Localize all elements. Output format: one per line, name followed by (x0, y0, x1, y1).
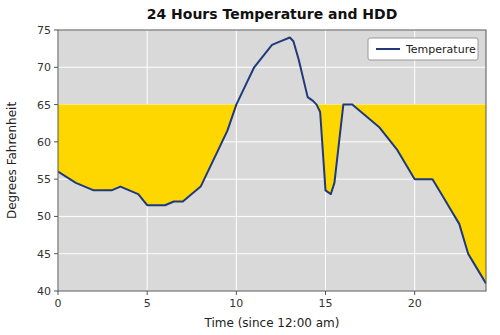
y-tick (54, 104, 58, 105)
y-tick (54, 216, 58, 217)
x-tick (147, 291, 148, 295)
x-tick-label: 0 (55, 297, 62, 310)
grid (58, 30, 486, 291)
plot-frame (58, 30, 486, 291)
x-tick (325, 291, 326, 295)
legend-label: Temperature (405, 43, 476, 56)
y-tick-label: 45 (37, 248, 51, 261)
y-tick-label: 55 (37, 173, 51, 186)
chart: 0 5 10 15 20 40 45 50 55 60 65 70 75 Time (since 12:0… (0, 0, 500, 335)
x-tick-label: 5 (144, 297, 151, 310)
plot-background (58, 30, 486, 291)
y-tick-label: 70 (37, 61, 51, 74)
y-tick-label: 65 (37, 99, 51, 112)
x-tick (414, 291, 415, 295)
x-tick-label: 15 (319, 297, 333, 310)
legend-box (368, 38, 478, 60)
y-axis-label: Degrees Fahrenheit (5, 102, 19, 219)
grid-line-x (236, 30, 237, 291)
y-tick (54, 179, 58, 180)
x-axis-label: Time (since 12:00 am) (204, 316, 340, 330)
temperature-line (58, 37, 486, 283)
x-tick-label: 20 (408, 297, 422, 310)
y-tick-label: 50 (37, 210, 51, 223)
y-tick (54, 67, 58, 68)
x-tick (236, 291, 237, 295)
y-tick (54, 30, 58, 31)
y-tick-label: 60 (37, 136, 51, 149)
y-tick (54, 253, 58, 254)
grid-line-y (58, 67, 486, 68)
y-tick (54, 141, 58, 142)
x-tick (58, 291, 59, 295)
grid-line-y (58, 253, 486, 254)
legend: Temperature (368, 38, 478, 60)
title: 24 Hours Temperature and HDD (147, 6, 398, 22)
plot-data (58, 37, 486, 283)
y-tick-label: 40 (37, 285, 51, 298)
axes: 0 5 10 15 20 40 45 50 55 60 65 70 75 (37, 24, 422, 310)
y-tick-label: 75 (37, 24, 51, 37)
hdd-fill (58, 105, 486, 284)
y-tick (54, 291, 58, 292)
x-tick-label: 10 (229, 297, 243, 310)
legend-swatch (376, 48, 400, 50)
grid-line-y (58, 216, 486, 217)
